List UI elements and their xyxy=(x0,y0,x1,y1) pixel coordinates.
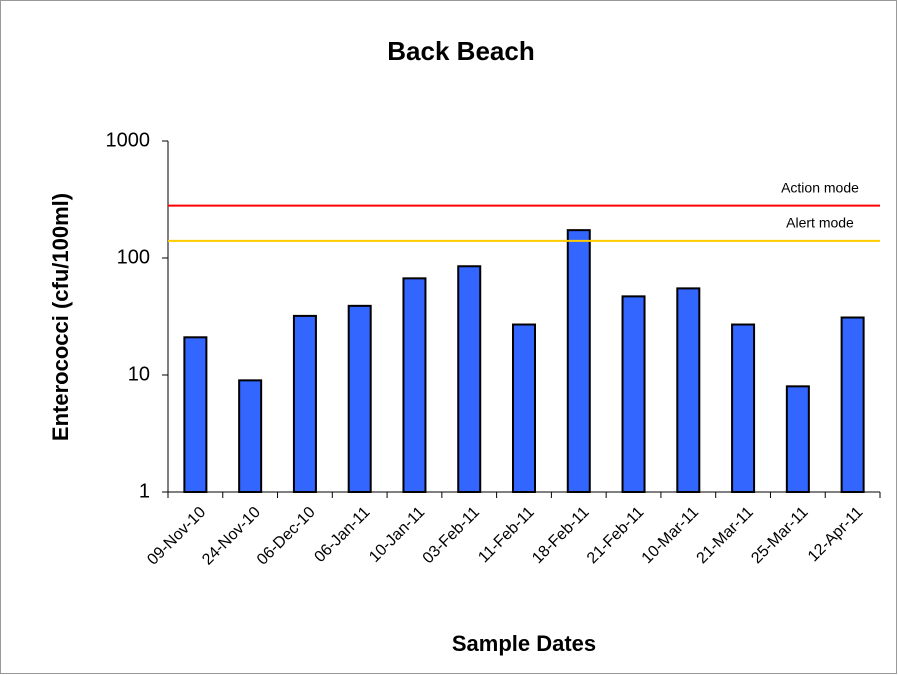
chart-title: Back Beach xyxy=(387,36,534,66)
reference-label: Alert mode xyxy=(786,215,854,231)
bar xyxy=(785,385,810,493)
bar xyxy=(347,304,372,493)
reference-label: Action mode xyxy=(781,179,859,195)
bar xyxy=(512,323,536,493)
bar xyxy=(457,265,482,494)
y-tick-label: 1 xyxy=(139,480,150,502)
y-tick-label: 100 xyxy=(117,246,150,268)
bar xyxy=(183,336,208,494)
y-tick-label: 1000 xyxy=(106,129,151,151)
bar xyxy=(566,229,591,493)
x-axis-label: Sample Dates xyxy=(452,631,596,656)
bar xyxy=(621,295,646,494)
y-axis-label: Enterococci (cfu/100ml) xyxy=(48,193,73,441)
bar xyxy=(402,277,427,493)
bar xyxy=(292,314,317,494)
bar xyxy=(676,287,701,493)
bar xyxy=(840,316,865,493)
bar xyxy=(731,323,756,493)
y-tick-label: 10 xyxy=(128,363,150,385)
bar xyxy=(238,379,263,494)
